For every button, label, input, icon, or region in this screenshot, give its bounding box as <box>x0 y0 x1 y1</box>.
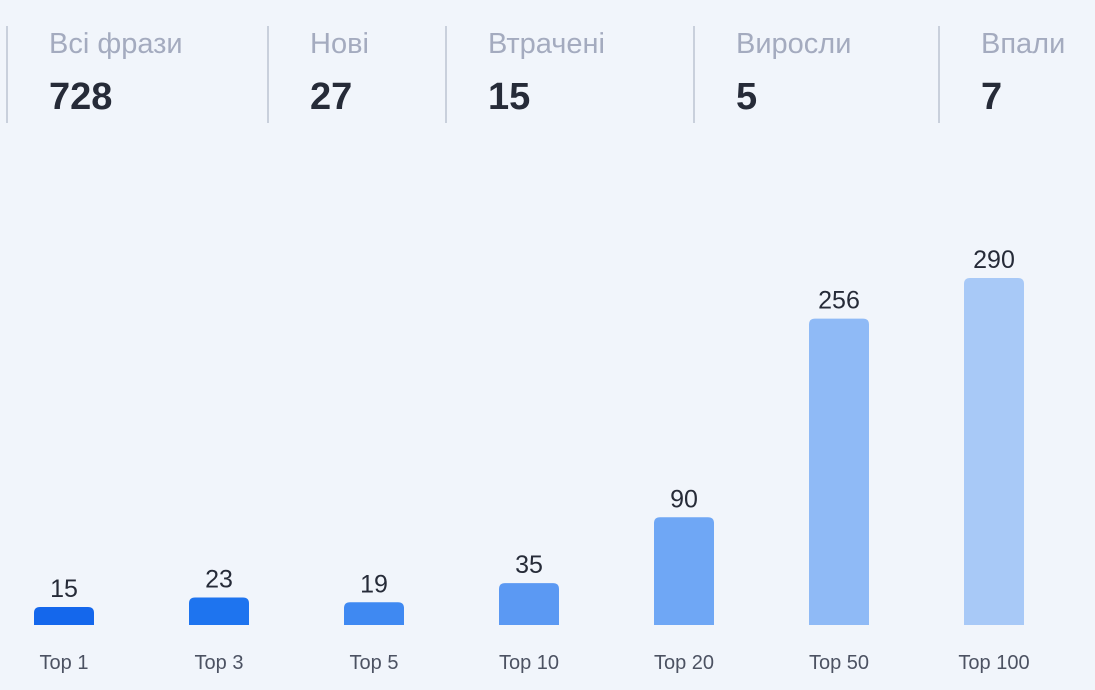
bar-top-50 <box>809 318 869 625</box>
stat-lost: Втрачені 15 <box>445 26 694 123</box>
bar-top-100 <box>964 278 1024 625</box>
bar-value-label: 19 <box>360 570 388 598</box>
bar-value-label: 256 <box>818 287 860 315</box>
category-label: Top 100 <box>958 652 1029 674</box>
stat-value: 27 <box>310 76 353 118</box>
stat-label: Всі фрази <box>49 28 183 60</box>
bar-value-label: 290 <box>973 246 1015 274</box>
stat-fell: Впали 7 <box>938 26 1095 123</box>
stat-grew: Виросли 5 <box>693 26 939 123</box>
bar-value-label: 90 <box>670 485 698 513</box>
category-label: Top 10 <box>499 652 559 674</box>
stat-value: 5 <box>736 76 758 118</box>
category-label: Top 5 <box>350 652 399 674</box>
category-label: Top 3 <box>195 652 244 674</box>
bar-top-3 <box>189 597 249 625</box>
bar-top-10 <box>499 583 559 625</box>
stat-value: 728 <box>49 76 113 118</box>
category-label: Top 20 <box>654 652 714 674</box>
category-label: Top 1 <box>40 652 89 674</box>
stat-value: 7 <box>981 76 1003 118</box>
bar-value-label: 15 <box>50 575 78 603</box>
stat-label: Виросли <box>736 28 852 60</box>
bar-top-1 <box>34 607 94 625</box>
stat-label: Втрачені <box>488 28 605 60</box>
stat-label: Нові <box>310 28 369 60</box>
stat-new: Нові 27 <box>267 26 446 123</box>
stat-all-phrases: Всі фрази 728 <box>6 26 268 123</box>
stats-row: Всі фрази 728 Нові 27 Втрачені 15 Виросл… <box>0 26 1095 123</box>
stat-label: Впали <box>981 28 1066 60</box>
bar-top-20 <box>654 517 714 625</box>
category-label: Top 50 <box>809 652 869 674</box>
bar-top-5 <box>344 602 404 625</box>
bar-value-label: 35 <box>515 551 543 579</box>
stat-value: 15 <box>488 76 531 118</box>
bar-value-label: 23 <box>205 565 233 593</box>
